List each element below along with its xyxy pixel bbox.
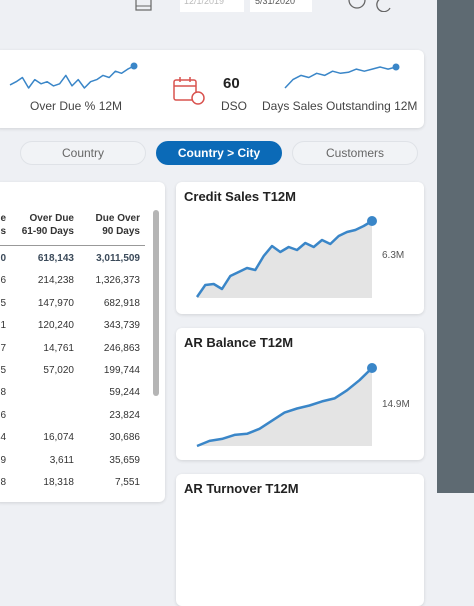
end-label: 6.3M <box>382 250 405 261</box>
table-cell: 214,238 <box>37 275 74 287</box>
table-cell: 8 <box>0 477 6 488</box>
table-cell: 23,824 <box>109 409 140 421</box>
table-cell: 120,240 <box>37 320 74 332</box>
calendar-icon[interactable] <box>134 0 154 12</box>
table-cell: 5 <box>0 365 6 376</box>
total-cell: 0 <box>0 253 6 264</box>
tab[interactable]: Customers <box>292 141 418 165</box>
trend-line <box>9 65 135 89</box>
kpi-card <box>0 50 424 128</box>
trend-end-dot <box>367 216 377 226</box>
total-cell: 3,011,509 <box>96 253 140 264</box>
chart-plot <box>195 216 377 298</box>
trend-area <box>197 221 372 298</box>
dso-icon <box>173 77 205 105</box>
kpi-unit: DSO <box>221 99 248 113</box>
table-cell: 16,074 <box>43 432 74 444</box>
side-strip <box>437 0 474 493</box>
table: e s Over Due 61-90 Days Due Over 90 Days 0 618,… <box>0 182 165 493</box>
trend-end-dot <box>130 62 138 70</box>
table-cell: 35,659 <box>109 454 140 466</box>
tab[interactable]: Country > City <box>156 141 282 165</box>
table-cell: 7,551 <box>114 477 140 488</box>
table-cell: 682,918 <box>103 297 140 309</box>
date-start[interactable]: 12/1/2019 <box>180 0 244 12</box>
table-cell: 147,970 <box>37 297 74 309</box>
chart-title: AR Balance T12M <box>184 335 294 350</box>
table-cell: 343,739 <box>103 320 140 332</box>
table-cell: 3,611 <box>49 454 74 466</box>
table-cell: 8 <box>0 387 6 399</box>
column-header: Over Due <box>29 213 74 224</box>
table-cell: 199,744 <box>103 365 140 376</box>
kpi-value: 60 <box>223 75 240 92</box>
table-cell: 18,318 <box>43 477 74 488</box>
icons[interactable] <box>346 0 401 12</box>
column-header: 61-90 Days <box>21 226 74 237</box>
total-cell: 618,143 <box>37 253 74 264</box>
table-cell: 59,244 <box>109 387 140 399</box>
table-cell: 1 <box>0 320 6 332</box>
column-header: 90 Days <box>102 226 140 237</box>
table-cell: 9 <box>0 454 6 466</box>
end-label: 14.9M <box>382 399 410 410</box>
table-cell: 6 <box>0 275 6 287</box>
trend-end-dot <box>392 63 400 71</box>
trend-end-dot <box>367 363 377 373</box>
table-cell: 5 <box>0 297 6 309</box>
trend-area <box>197 368 372 446</box>
table-cell: 14,761 <box>43 342 74 354</box>
table-cell: 246,863 <box>103 342 140 354</box>
column-header: Due Over <box>95 213 140 224</box>
column-header: s <box>0 226 6 237</box>
chart-title: Credit Sales T12M <box>184 189 296 204</box>
table-panel <box>0 182 165 502</box>
chart-plot <box>196 363 377 448</box>
date-end[interactable]: 5/31/2020 <box>250 0 312 12</box>
trend-line <box>195 219 373 298</box>
header-rule <box>0 245 145 246</box>
kpi-sparklines <box>9 62 400 105</box>
scrollbar[interactable] <box>153 210 159 396</box>
tab[interactable]: Country <box>20 141 146 165</box>
table-cell: 57,020 <box>43 365 74 376</box>
table-cell: 7 <box>0 342 6 354</box>
table-cell: 1,326,373 <box>95 275 141 287</box>
column-header: e <box>0 213 6 224</box>
table-cell: 6 <box>0 409 6 421</box>
trend-line <box>196 367 373 448</box>
table-cell: 30,686 <box>109 432 140 444</box>
kpi-label: Days Sales Outstanding 12M <box>262 99 418 113</box>
kpi-label: Over Due % 12M <box>30 99 123 113</box>
table-cell: 4 <box>0 432 6 444</box>
chart-title: AR Turnover T12M <box>184 481 299 496</box>
trend-line <box>284 66 397 89</box>
